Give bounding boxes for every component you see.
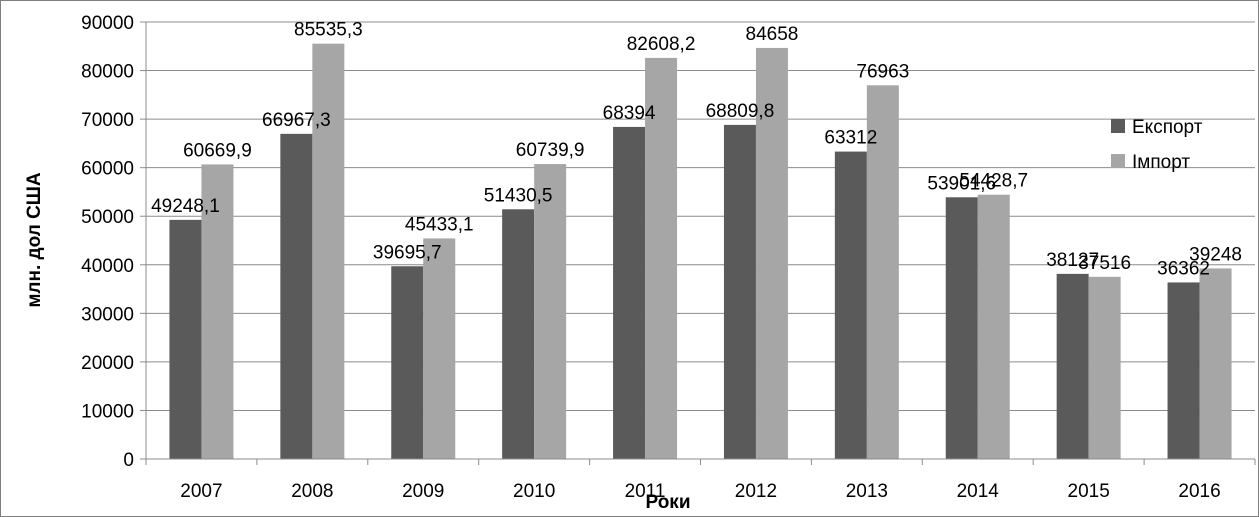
data-label-export: 63312	[824, 128, 877, 149]
data-label-import: 76963	[856, 61, 909, 82]
y-tick-label: 40000	[81, 256, 134, 277]
x-tick-label: 2011	[625, 481, 666, 502]
x-tick-label: 2014	[957, 481, 1000, 502]
legend-swatch-export	[1111, 119, 1125, 133]
data-label-export: 38127	[1046, 250, 1099, 271]
data-label-export: 68394	[603, 103, 656, 124]
data-label-import: 82608,2	[627, 34, 696, 55]
legend: Експорт Імпорт	[1111, 117, 1203, 173]
bar-export	[945, 197, 978, 460]
data-label-import: 54428,7	[959, 171, 1028, 192]
data-label-export: 49248,1	[151, 196, 220, 217]
bar-import	[312, 43, 345, 460]
bar-import	[645, 57, 678, 459]
bar-export	[391, 266, 424, 459]
x-tick-label: 2008	[291, 481, 333, 502]
bar-export	[169, 219, 202, 459]
x-tick-label: 2012	[735, 481, 777, 502]
x-tick-label: 2015	[1068, 481, 1110, 502]
data-label-export: 36362	[1157, 258, 1210, 279]
x-tick-label: 2010	[513, 481, 555, 502]
data-label-export: 68809,8	[706, 101, 775, 122]
data-label-import: 60739,9	[516, 140, 585, 161]
bar-import	[1088, 276, 1121, 459]
x-axis-title: Роки	[646, 492, 691, 513]
data-label-import: 60669,9	[183, 140, 252, 161]
bar-import	[1199, 268, 1232, 459]
bar-export	[613, 126, 646, 460]
x-tick-label: 2009	[402, 481, 444, 502]
y-tick-label: 50000	[81, 207, 134, 228]
bar-export	[1167, 282, 1200, 459]
y-tick-label: 70000	[81, 110, 134, 131]
bar-import	[423, 238, 456, 459]
y-tick-label: 60000	[81, 159, 134, 180]
data-label-import: 85535,3	[294, 20, 363, 41]
bar-import	[755, 47, 788, 459]
data-label-export: 66967,3	[262, 110, 331, 131]
bar-import	[866, 85, 899, 459]
data-label-import: 84658	[746, 24, 799, 45]
bar-export	[723, 124, 756, 459]
data-label-import: 39248	[1189, 244, 1242, 265]
bars	[169, 43, 1232, 460]
y-tick-label: 0	[123, 450, 134, 471]
bar-export	[1056, 273, 1089, 459]
y-tick-label: 90000	[81, 13, 134, 34]
x-tick-label: 2013	[846, 481, 888, 502]
data-label-import: 45433,1	[405, 214, 474, 235]
y-tick-label: 80000	[81, 62, 134, 83]
legend-label-export: Експорт	[1132, 117, 1203, 138]
bar-export	[502, 209, 535, 459]
legend-label-import: Імпорт	[1132, 152, 1190, 173]
bar-export	[280, 133, 313, 459]
data-labels: 49248,1 66967,3 39695,7 51430,5 68394 68809,8…	[151, 20, 1242, 280]
data-label-import: 37516	[1078, 253, 1131, 274]
y-tick-label: 30000	[81, 304, 134, 325]
data-label-export: 39695,7	[373, 242, 442, 263]
legend-swatch-import	[1111, 154, 1125, 168]
axes: 0 10000 20000 30000 40000 50000 60000 70000 8000…	[81, 13, 1256, 502]
data-label-export: 51430,5	[484, 185, 553, 206]
x-tick-label: 2016	[1178, 481, 1220, 502]
y-axis-title: млн. дол США	[24, 172, 45, 308]
y-tick-label: 20000	[81, 353, 134, 374]
y-tick-label: 10000	[81, 401, 134, 422]
bar-import	[201, 164, 234, 459]
x-tick-label: 2007	[180, 481, 222, 502]
bar-import	[977, 194, 1010, 459]
data-label-export: 53901,6	[927, 173, 996, 194]
bar-import	[534, 164, 567, 459]
bar-export	[834, 151, 867, 459]
